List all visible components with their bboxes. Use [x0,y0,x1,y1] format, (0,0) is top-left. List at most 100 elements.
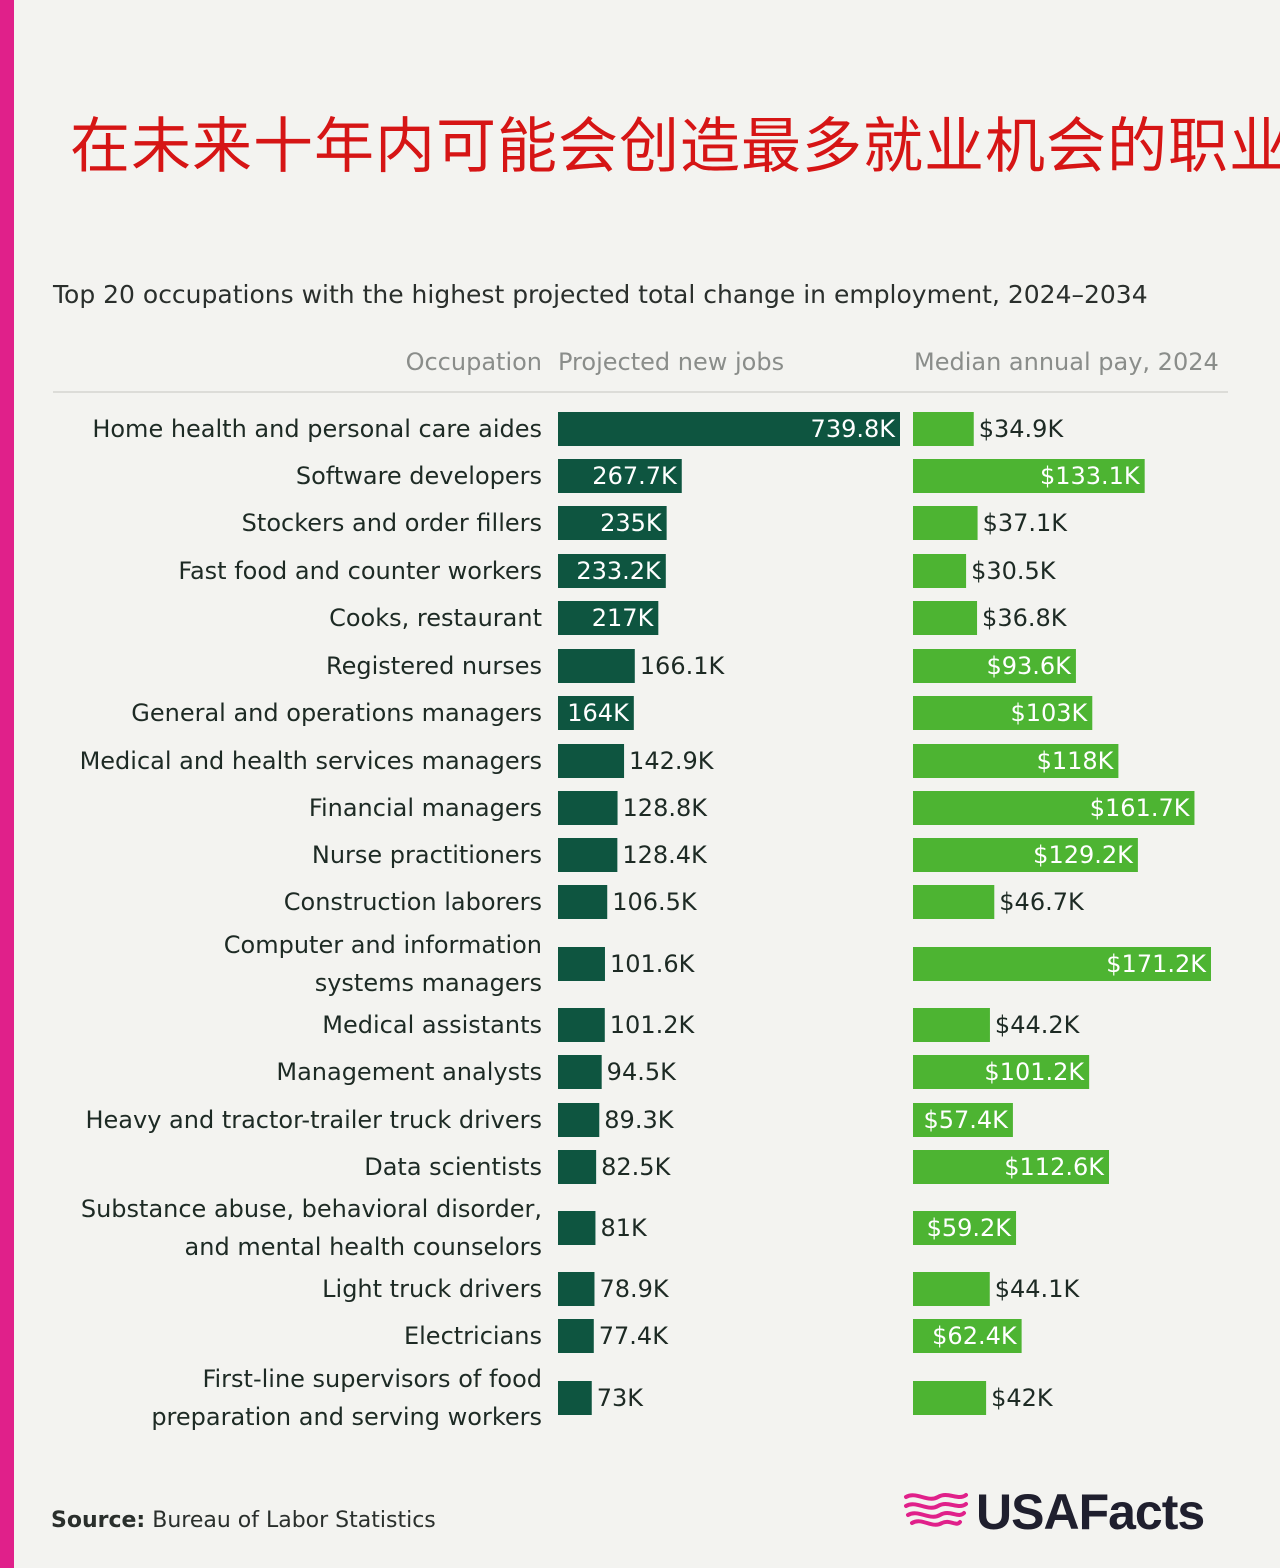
pay-bar [913,744,1119,778]
pay-value-label: $59.2K [927,1214,1013,1242]
source-label: Source: [51,1508,146,1533]
category-label: Financial managers [309,794,542,822]
category-label: Nurse practitioners [312,841,542,869]
jobs-value-label: 235K [600,509,663,537]
jobs-value-label: 267.7K [592,462,678,490]
pay-value-label: $30.5K [971,557,1057,585]
column-header-projected-jobs: Projected new jobs [558,348,785,376]
pay-value-label: $44.1K [995,1275,1081,1303]
pay-bar [913,1211,1017,1245]
jobs-value-label: 77.4K [599,1322,669,1350]
jobs-bar [558,506,667,540]
pay-bar [913,1008,990,1042]
pay-bar [913,838,1138,872]
jobs-bar [558,601,659,635]
category-label: Computer and information [224,931,542,959]
pay-value-label: $133.1K [1040,462,1141,490]
category-label: First-line supervisors of food [202,1365,542,1393]
jobs-bar [558,838,618,872]
jobs-value-label: 233.2K [576,557,662,585]
jobs-value-label: 94.5K [607,1058,677,1086]
jobs-value-label: 82.5K [601,1153,671,1181]
jobs-bar [558,459,682,493]
pay-value-label: $112.6K [1004,1153,1105,1181]
logo-text: USAFacts [976,1484,1205,1540]
pay-bar [913,1150,1109,1184]
jobs-bar [558,791,618,825]
category-label: Substance abuse, behavioral disorder, [81,1195,542,1223]
pay-value-label: $103K [1010,699,1088,727]
pay-bar [913,601,978,635]
category-label: Data scientists [364,1153,542,1181]
pay-bar [913,791,1195,825]
chart-subtitle: Top 20 occupations with the highest proj… [53,280,1148,309]
category-label: Medical assistants [322,1011,542,1039]
pay-bar [913,506,978,540]
category-label: Home health and personal care aides [92,415,542,443]
category-label: systems managers [315,969,542,997]
jobs-bar [558,744,625,778]
pay-value-label: $36.8K [982,604,1068,632]
pay-bar [913,1381,987,1415]
category-label: Electricians [404,1322,542,1350]
jobs-value-label: 128.8K [623,794,709,822]
pay-value-label: $101.2K [984,1058,1085,1086]
jobs-value-label: 128.4K [622,841,708,869]
jobs-value-label: 217K [592,604,655,632]
jobs-bar [558,1150,597,1184]
category-label: Medical and health services managers [80,747,542,775]
jobs-value-label: 78.9K [599,1275,669,1303]
jobs-value-label: 142.9K [629,747,715,775]
category-label: Cooks, restaurant [329,604,542,632]
pay-value-label: $57.4K [923,1106,1009,1134]
pay-value-label: $129.2K [1033,841,1134,869]
jobs-bar [558,1381,592,1415]
accent-stripe [0,0,14,1568]
usafacts-logo: USAFacts [902,1484,1205,1540]
pay-value-label: $44.2K [995,1011,1081,1039]
pay-value-label: $62.4K [932,1322,1018,1350]
jobs-bar [558,554,666,588]
pay-value-label: $46.7K [999,888,1085,916]
jobs-bar [558,649,635,683]
jobs-bar [558,696,634,730]
pay-value-label: $34.9K [979,415,1065,443]
jobs-value-label: 89.3K [604,1106,674,1134]
header-divider [53,391,1228,393]
pay-bar [913,554,967,588]
source-note: Source: Bureau of Labor Statistics [51,1508,436,1533]
jobs-value-label: 166.1K [640,652,726,680]
jobs-bar [558,1319,594,1353]
pay-bar [913,412,974,446]
category-label: Fast food and counter workers [178,557,542,585]
category-label: Stockers and order fillers [242,509,542,537]
jobs-bar [558,412,900,446]
category-label: Management analysts [276,1058,542,1086]
pay-value-label: $42K [991,1384,1054,1412]
jobs-value-label: 739.8K [811,415,897,443]
jobs-bar [558,1211,596,1245]
pay-bar [913,947,1211,981]
category-label: General and operations managers [131,699,542,727]
pay-value-label: $171.2K [1106,950,1207,978]
jobs-value-label: 106.5K [612,888,698,916]
jobs-bar [558,1272,595,1306]
jobs-value-label: 164K [567,699,630,727]
pay-value-label: $37.1K [983,509,1069,537]
category-label: and mental health counselors [185,1233,542,1261]
jobs-bar [558,1055,602,1089]
jobs-value-label: 101.2K [610,1011,696,1039]
pay-bar [913,1272,990,1306]
source-text: Bureau of Labor Statistics [152,1508,436,1533]
jobs-value-label: 73K [597,1384,645,1412]
jobs-value-label: 101.6K [610,950,696,978]
pay-value-label: $161.7K [1090,794,1191,822]
pay-bar [913,1319,1022,1353]
jobs-bar [558,1008,605,1042]
pay-bar [913,1055,1090,1089]
category-label: Registered nurses [326,652,542,680]
jobs-bar [558,947,605,981]
pay-bar [913,459,1145,493]
pay-value-label: $118K [1037,747,1115,775]
